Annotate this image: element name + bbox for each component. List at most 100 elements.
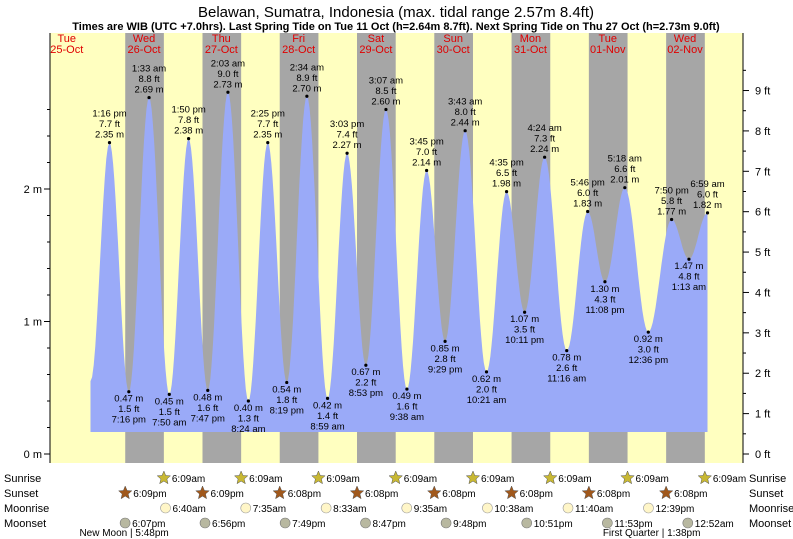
tide-label-9-2: 7.7 ft xyxy=(257,119,278,130)
tide-point-30 xyxy=(687,257,691,261)
tide-point-20 xyxy=(484,370,489,374)
day-name-9: Wed xyxy=(674,33,696,45)
tide-labels: 1:16 pm7.7 ft2.35 m0.47 m1.5 ft7:16 pm1:… xyxy=(92,58,724,435)
tide-label-19-3: 2.44 m xyxy=(451,118,480,129)
tide-label-14-2: 2.2 ft xyxy=(355,378,376,389)
sunset-time-3: 6:08pm xyxy=(288,489,321,500)
tide-label-16-3: 9:38 am xyxy=(390,412,424,423)
tide-label-5-1: 1:50 pm xyxy=(171,105,205,116)
y-tick-ft-label: 7 ft xyxy=(755,166,770,178)
tide-label-11-2: 8.9 ft xyxy=(296,73,317,84)
tide-label-14-1: 0.67 m xyxy=(351,367,380,378)
tide-label-14-3: 8:53 pm xyxy=(349,388,383,399)
tide-label-28-1: 0.92 m xyxy=(634,334,663,345)
moonrise-icon xyxy=(320,502,332,514)
tide-label-8-2: 1.3 ft xyxy=(238,414,259,425)
sunset-time-4: 6:08pm xyxy=(365,489,398,500)
tide-label-29-1: 7:50 pm xyxy=(654,185,688,196)
tide-label-4-3: 7:50 am xyxy=(152,417,186,428)
sunset-icon xyxy=(426,485,442,500)
tide-label-26-3: 11:08 pm xyxy=(585,305,624,316)
tide-label-23-3: 2.24 m xyxy=(530,144,559,155)
day-date-8: 01-Nov xyxy=(590,44,626,56)
tide-label-2-1: 0.47 m xyxy=(114,394,143,405)
tide-label-19-2: 8.0 ft xyxy=(455,107,476,118)
moonrise-icon xyxy=(160,502,171,514)
tide-label-10-1: 0.54 m xyxy=(272,384,301,395)
tide-label-6-1: 0.48 m xyxy=(193,392,222,403)
day-headers: Tue25-OctWed26-OctThu27-OctFri28-OctSat2… xyxy=(50,33,703,56)
sunrise-icon xyxy=(388,470,404,485)
tide-label-27-3: 2.01 m xyxy=(610,175,639,186)
sunset-time-6: 6:08pm xyxy=(520,489,553,500)
tide-label-3-1: 1:33 am xyxy=(132,64,166,75)
tide-label-29-2: 5.8 ft xyxy=(661,196,682,207)
tide-label-15-1: 3:07 am xyxy=(369,76,403,87)
tide-label-27-1: 5:18 am xyxy=(608,154,642,165)
moonset-time-5: 9:48pm xyxy=(453,519,486,530)
tide-label-19-1: 3:43 am xyxy=(448,97,482,108)
sunrise-icon xyxy=(620,470,635,485)
sunrise-icon xyxy=(542,470,558,485)
sunrise-time-2: 6:09am xyxy=(249,474,282,485)
y-tick-m-label: 2 m xyxy=(24,184,42,196)
moonrise-icon xyxy=(482,502,493,514)
tide-point-23 xyxy=(543,155,547,159)
row-label-left-moonset: Moonset xyxy=(4,518,46,530)
tide-label-22-3: 10:11 pm xyxy=(505,335,544,346)
right-margin xyxy=(743,33,793,463)
tide-label-28-2: 3.0 ft xyxy=(638,345,659,356)
tide-point-22 xyxy=(523,310,527,314)
moonrise-time-3: 8:33am xyxy=(333,504,366,515)
tide-label-22-1: 1.07 m xyxy=(510,314,539,325)
tide-point-31 xyxy=(705,211,710,215)
day-date-5: 29-Oct xyxy=(359,44,392,56)
axes: 0 m 1 m 2 m 0 ft 1 ft 2 ft 3 ft 4 ft 5 ft 6 ft 7 f… xyxy=(24,33,770,463)
tide-label-22-2: 3.5 ft xyxy=(514,325,535,336)
sunrise-icon xyxy=(697,470,713,485)
day-name-5: Sat xyxy=(368,33,385,45)
day-date-4: 28-Oct xyxy=(282,44,315,56)
chart-title: Belawan, Sumatra, Indonesia (max. tidal … xyxy=(198,4,594,21)
tide-point-13 xyxy=(345,151,349,155)
tide-point-17 xyxy=(425,168,429,173)
tide-label-21-3: 1.98 m xyxy=(492,179,521,190)
tide-label-2-3: 7:16 pm xyxy=(112,415,146,426)
tide-label-5-2: 7.8 ft xyxy=(178,115,199,126)
day-date-6: 30-Oct xyxy=(437,44,470,56)
tide-point-28 xyxy=(646,330,650,334)
tide-label-24-3: 11:16 am xyxy=(547,374,586,385)
tide-label-13-2: 7.4 ft xyxy=(337,130,358,141)
tide-label-11-3: 2.70 m xyxy=(292,83,321,94)
sunrise-time-6: 6:09am xyxy=(558,474,591,485)
moonset-icon xyxy=(521,517,533,529)
y-tick-ft-label: 6 ft xyxy=(755,207,770,219)
row-label-right-sunset: Sunset xyxy=(749,488,783,500)
tide-label-11-1: 2:34 am xyxy=(290,62,324,73)
y-tick-ft-label: 2 ft xyxy=(755,368,770,380)
moonset-icon xyxy=(199,517,211,529)
tide-label-9-3: 2.35 m xyxy=(253,130,282,141)
tide-label-9-1: 2:25 pm xyxy=(251,109,285,120)
tide-label-25-2: 6.0 ft xyxy=(577,188,598,199)
tide-label-21-2: 6.5 ft xyxy=(496,168,517,179)
tide-label-18-1: 0.85 m xyxy=(431,343,460,354)
day-name-7: Mon xyxy=(520,33,541,45)
tide-label-20-3: 10:21 am xyxy=(467,395,507,406)
tide-label-20-2: 2.0 ft xyxy=(476,384,497,395)
tide-label-8-3: 8:24 am xyxy=(231,424,265,435)
tide-label-29-3: 1.77 m xyxy=(657,206,686,217)
row-label-right-sunrise: Sunrise xyxy=(749,473,786,485)
tide-point-3 xyxy=(147,95,151,100)
tide-label-16-1: 0.49 m xyxy=(392,391,421,402)
tide-label-3-3: 2.69 m xyxy=(135,85,164,96)
moonset-icon xyxy=(279,517,291,529)
tide-label-15-3: 2.60 m xyxy=(371,97,400,108)
day-name-1: Tue xyxy=(58,33,77,45)
tide-label-1-1: 1:16 pm xyxy=(92,109,126,120)
sunset-time-5: 6:08pm xyxy=(442,489,475,500)
tide-label-13-3: 2.27 m xyxy=(333,140,362,151)
moonset-time-2: 6:56pm xyxy=(212,519,245,530)
y-tick-m-label: 0 m xyxy=(24,449,42,461)
sunset-time-8: 6:08pm xyxy=(674,489,707,500)
